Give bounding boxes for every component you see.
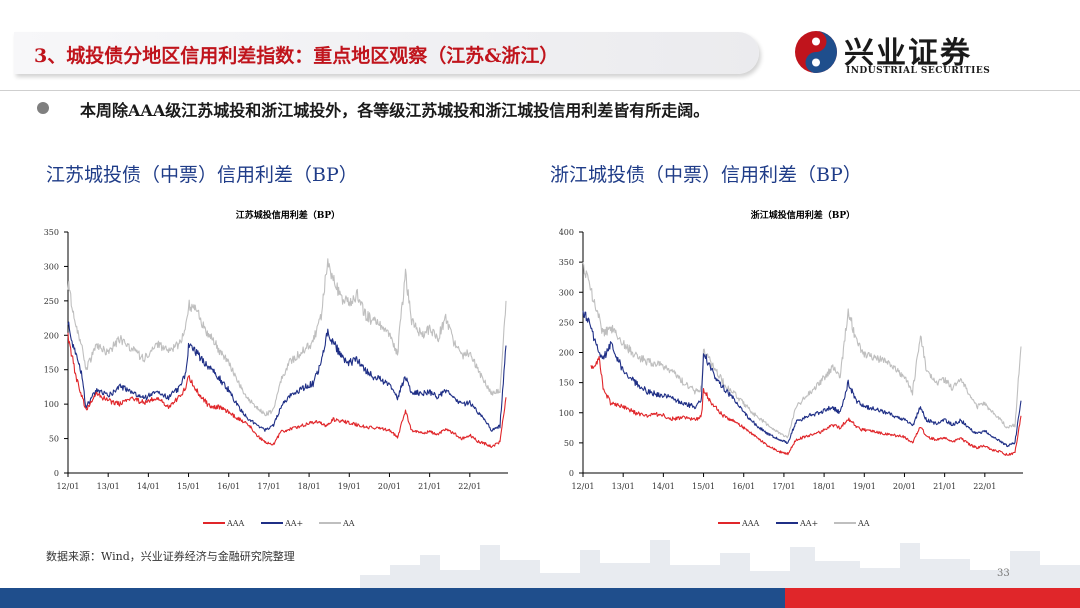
x-tick-label: 19/01 xyxy=(853,482,876,491)
x-tick-label: 15/01 xyxy=(692,482,715,491)
chart-title: 浙江城投信用利差（BP） xyxy=(751,209,855,221)
skyline-decoration xyxy=(360,540,1080,588)
header-divider xyxy=(0,90,1080,91)
y-tick-label: 300 xyxy=(44,262,59,271)
page-title: 3、城投债分地区信用利差指数：重点地区观察（江苏&浙江） xyxy=(34,45,559,67)
legend-label: AAA xyxy=(226,519,245,528)
y-tick-label: 300 xyxy=(559,288,574,297)
x-tick-label: 12/01 xyxy=(56,482,79,491)
y-tick-label: 50 xyxy=(49,435,59,444)
legend-label: AAA xyxy=(741,519,760,528)
jiangsu-spread-chart: 江苏城投信用利差（BP） 0 50 100 150 200 250 300 350 12/01 13… xyxy=(44,209,508,528)
logo-text-cn: 兴业证券 xyxy=(844,36,972,71)
title-bar: 3、城投债分地区信用利差指数：重点地区观察（江苏&浙江） xyxy=(14,32,759,74)
y-tick-label: 200 xyxy=(559,349,574,358)
logo-text-en: INDUSTRIAL SECURITIES xyxy=(846,66,991,76)
summary-text: 本周除AAA级江苏城投和浙江城投外，各等级江苏城投和浙江城投信用利差皆有所走阔。 xyxy=(80,101,710,120)
x-tick-label: 14/01 xyxy=(652,482,675,491)
y-tick-label: 100 xyxy=(559,409,574,418)
y-tick-label: 250 xyxy=(559,318,574,327)
x-tick-label: 16/01 xyxy=(732,482,755,491)
series-line-aaa xyxy=(67,332,507,449)
logo-mark-icon xyxy=(795,31,837,73)
data-source: 数据来源：Wind，兴业证券经济与金融研究院整理 xyxy=(46,550,295,563)
legend-label: AA xyxy=(342,519,355,528)
x-tick-label: 20/01 xyxy=(378,482,401,491)
series-line-aaplus xyxy=(67,321,507,432)
y-tick-label: 50 xyxy=(564,439,574,448)
y-tick-label: 150 xyxy=(44,366,59,375)
footer-bar xyxy=(0,588,1080,608)
y-tick-label: 0 xyxy=(54,469,59,478)
company-logo: 兴业证券 INDUSTRIAL SECURITIES xyxy=(790,26,1030,82)
x-tick-label: 16/01 xyxy=(217,482,240,491)
y-tick-label: 0 xyxy=(569,469,574,478)
left-chart-heading: 江苏城投债（中票）信用利差（BP） xyxy=(46,164,358,186)
series-line-aa xyxy=(582,261,1022,439)
x-tick-label: 17/01 xyxy=(257,482,280,491)
x-tick-label: 21/01 xyxy=(418,482,441,491)
x-tick-label: 19/01 xyxy=(338,482,361,491)
legend-label: AA+ xyxy=(284,519,303,528)
series-line-aaa xyxy=(590,356,1022,456)
x-tick-label: 12/01 xyxy=(571,482,594,491)
x-tick-label: 22/01 xyxy=(973,482,996,491)
zhejiang-spread-chart: 浙江城投信用利差（BP） 0 50 100 150 200 250 300 350 400 12/0… xyxy=(559,209,1023,528)
y-tick-label: 150 xyxy=(559,379,574,388)
x-tick-label: 20/01 xyxy=(893,482,916,491)
x-tick-label: 17/01 xyxy=(772,482,795,491)
series-line-aaplus xyxy=(582,310,1022,448)
right-chart-heading: 浙江城投债（中票）信用利差（BP） xyxy=(550,164,862,186)
x-tick-label: 13/01 xyxy=(97,482,120,491)
legend-label: AA+ xyxy=(799,519,818,528)
x-tick-label: 18/01 xyxy=(298,482,321,491)
y-tick-label: 350 xyxy=(559,258,574,267)
x-tick-label: 13/01 xyxy=(612,482,635,491)
chart-title: 江苏城投信用利差（BP） xyxy=(236,209,340,221)
x-tick-label: 18/01 xyxy=(813,482,836,491)
x-tick-label: 22/01 xyxy=(458,482,481,491)
x-tick-label: 15/01 xyxy=(177,482,200,491)
y-tick-label: 350 xyxy=(44,228,59,237)
series-line-aa xyxy=(67,258,507,417)
y-tick-label: 400 xyxy=(559,228,574,237)
page-number: 33 xyxy=(997,568,1010,579)
bullet-icon xyxy=(37,102,49,114)
x-tick-label: 21/01 xyxy=(933,482,956,491)
y-tick-label: 100 xyxy=(44,400,59,409)
y-tick-label: 250 xyxy=(44,297,59,306)
x-tick-label: 14/01 xyxy=(137,482,160,491)
y-tick-label: 200 xyxy=(44,331,59,340)
legend-label: AA xyxy=(857,519,870,528)
